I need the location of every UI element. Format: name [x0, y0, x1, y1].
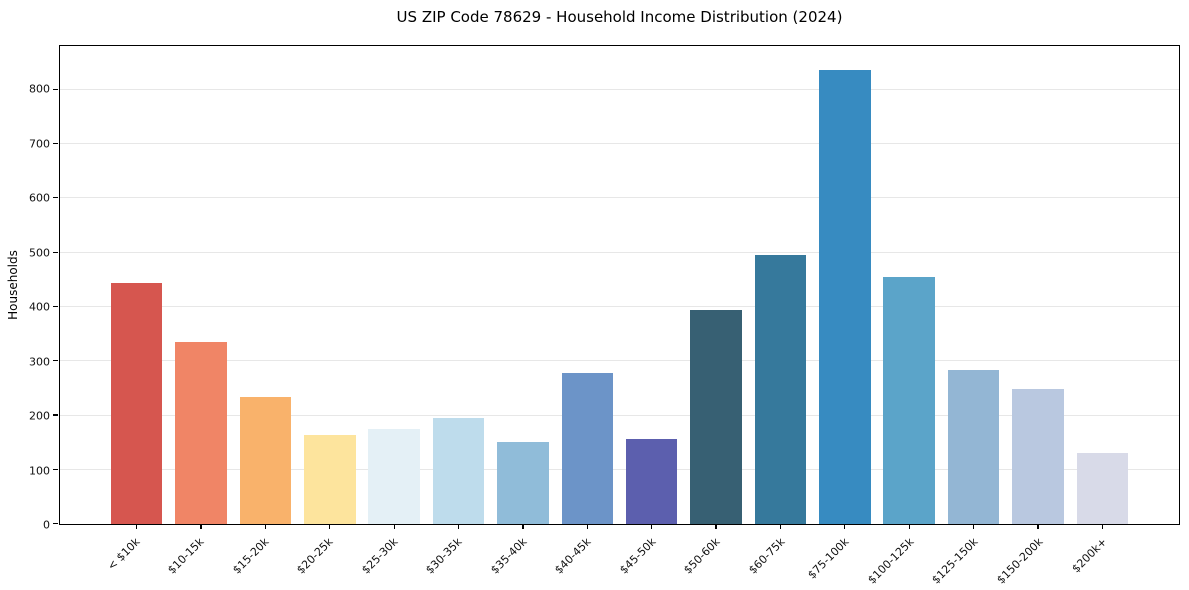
x-tick-label-2: $15-20k — [229, 535, 272, 577]
y-tick-label-400: 400 — [29, 300, 50, 314]
y-tick-label-500: 500 — [29, 246, 50, 260]
y-tick-mark-0 — [53, 522, 58, 524]
x-tick-mark-8 — [651, 524, 653, 529]
gridline-500 — [60, 251, 1179, 253]
x-tick-mark-0 — [136, 524, 138, 529]
bar-$200k+ — [1076, 452, 1129, 524]
x-tick-mark-4 — [393, 524, 395, 529]
x-tick-label-1: $10-15k — [165, 535, 207, 577]
y-tick-mark-600 — [53, 197, 58, 199]
x-tick-mark-5 — [457, 524, 460, 529]
x-tick-mark-15 — [1101, 524, 1103, 529]
x-tick-label-6: $35-40k — [487, 535, 530, 577]
x-tick-mark-13 — [973, 524, 975, 529]
bar-$150-200k — [1012, 389, 1064, 524]
bar-$45-50k — [625, 438, 678, 524]
bar-$25-30k — [368, 428, 420, 524]
y-tick-mark-500 — [53, 251, 58, 253]
bar-$50-60k — [690, 309, 742, 524]
x-tick-label-11: $75-100k — [805, 535, 852, 582]
chart-title: US ZIP Code 78629 - Household Income Dis… — [396, 8, 843, 26]
y-tick-mark-800 — [53, 88, 58, 90]
gridline-400 — [60, 305, 1179, 307]
y-tick-label-600: 600 — [29, 191, 50, 205]
x-tick-label-14: $150-200k — [994, 535, 1046, 587]
x-tick-mark-7 — [586, 524, 588, 529]
y-tick-label-0: 0 — [43, 518, 50, 532]
x-tick-label-3: $20-25k — [294, 535, 336, 577]
x-tick-labels: < $10k $10-15k $15-20k $20-25k $25-30k $30-35… — [59, 525, 1180, 589]
y-tick-labels: 0 100 200 300 400 500 600 700 800 — [0, 45, 50, 531]
gridline-200 — [60, 414, 1179, 416]
y-tick-label-200: 200 — [29, 409, 50, 423]
x-tick-mark-12 — [908, 524, 910, 529]
x-tick-mark-2 — [264, 524, 266, 529]
x-tick-label-7: $40-45k — [552, 535, 594, 577]
bar-$35-40k — [497, 442, 549, 524]
gridline-700 — [60, 143, 1179, 145]
x-tick-label-13: $125-150k — [929, 535, 981, 587]
bar-< $10k — [110, 282, 163, 524]
bar-$20-25k — [304, 435, 356, 524]
x-tick-label-5: $30-35k — [423, 535, 465, 577]
x-tick-mark-11 — [844, 524, 846, 529]
x-tick-label-10: $60-75k — [745, 535, 788, 577]
x-tick-label-12: $100-125k — [865, 535, 917, 587]
plot-area — [53, 45, 1180, 529]
x-tick-mark-10 — [779, 524, 782, 529]
x-tick-label-0: < $10k — [104, 535, 143, 573]
y-tick-mark-200 — [53, 414, 58, 416]
y-tick-mark-700 — [53, 143, 58, 145]
x-tick-mark-9 — [715, 524, 717, 529]
y-tick-label-100: 100 — [29, 464, 50, 478]
gridline-600 — [60, 197, 1179, 199]
bar-$75-100k — [819, 69, 871, 524]
y-tick-label-300: 300 — [29, 355, 50, 369]
bar-$60-75k — [754, 254, 807, 524]
bar-$125-150k — [947, 369, 1000, 524]
x-tick-label-4: $25-30k — [358, 535, 401, 577]
bar-$100-125k — [883, 276, 935, 524]
x-tick-label-8: $45-50k — [616, 535, 659, 577]
bar-$30-35k — [432, 418, 485, 524]
y-tick-mark-300 — [53, 360, 58, 362]
bar-$15-20k — [239, 396, 292, 524]
bar-$10-15k — [175, 341, 227, 524]
bar-$40-45k — [561, 372, 614, 524]
gridline-300 — [60, 360, 1179, 362]
gridline-100 — [60, 468, 1179, 470]
y-tick-label-800: 800 — [29, 82, 50, 96]
y-tick-mark-400 — [53, 305, 58, 307]
x-tick-mark-1 — [200, 524, 202, 529]
x-tick-label-15: $200k+ — [1069, 535, 1110, 576]
x-tick-mark-14 — [1037, 524, 1039, 529]
y-tick-label-700: 700 — [29, 137, 50, 151]
x-tick-label-9: $50-60k — [681, 535, 723, 577]
gridline-800 — [60, 88, 1179, 90]
y-tick-mark-100 — [53, 468, 58, 470]
x-tick-mark-6 — [522, 524, 524, 529]
x-tick-mark-3 — [329, 524, 331, 529]
